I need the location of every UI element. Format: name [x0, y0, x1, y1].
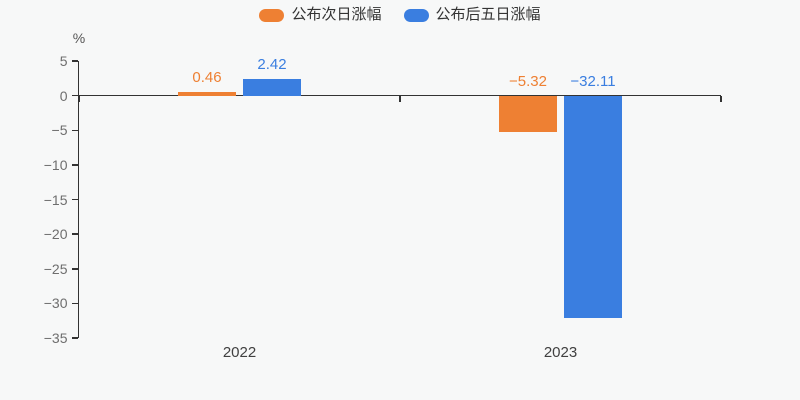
x-category-label: 2022: [222, 344, 257, 361]
y-axis-line: [77, 61, 79, 338]
y-axis-tick: [71, 233, 78, 235]
y-axis-tick-label: −35: [43, 330, 68, 346]
bar-公布次日涨幅-2022[interactable]: [178, 92, 236, 96]
bar-value-label: 0.46: [192, 69, 222, 87]
legend-item-公布次日涨幅[interactable]: 公布次日涨幅: [259, 6, 382, 24]
legend-swatch-icon: [259, 8, 285, 22]
y-axis-tick: [71, 302, 78, 305]
y-axis-tick-label: −10: [43, 156, 68, 173]
y-axis-tick: [71, 60, 78, 62]
x-axis-tick: [720, 95, 722, 102]
legend-item-公布后五日涨幅[interactable]: 公布后五日涨幅: [403, 6, 541, 24]
legend-label: 公布后五日涨幅: [435, 6, 541, 23]
bar-value-label: −5.32: [509, 72, 547, 90]
y-axis-tick: [71, 94, 78, 97]
bar-公布后五日涨幅-2022[interactable]: [243, 78, 301, 96]
y-axis-unit-label: %: [72, 30, 86, 46]
y-axis-tick-label: −20: [43, 226, 68, 243]
x-category-label: 2023: [543, 344, 578, 361]
bar-公布后五日涨幅-2023[interactable]: [564, 95, 622, 318]
y-axis-tick-label: −5: [51, 122, 68, 139]
legend: 公布次日涨幅 公布后五日涨幅: [0, 6, 800, 24]
y-axis-tick: [71, 129, 78, 131]
y-axis-tick: [71, 198, 78, 201]
bar-value-label: −32.11: [570, 72, 616, 90]
legend-label: 公布次日涨幅: [291, 6, 382, 23]
y-axis-tick-label: −30: [43, 295, 68, 312]
y-axis-tick: [71, 337, 78, 339]
bar-value-label: 2.42: [257, 55, 287, 73]
x-axis-tick: [78, 95, 80, 102]
legend-swatch-icon: [403, 8, 429, 22]
y-axis-tick: [71, 268, 78, 270]
bar-公布次日涨幅-2023[interactable]: [499, 95, 557, 133]
y-axis-tick-label: 5: [59, 53, 68, 69]
y-axis-tick: [71, 164, 78, 166]
x-axis-tick: [399, 95, 401, 102]
y-axis-tick-label: −15: [43, 191, 68, 208]
y-axis-tick-label: 0: [59, 87, 68, 104]
y-axis-tick-label: −25: [43, 260, 68, 277]
